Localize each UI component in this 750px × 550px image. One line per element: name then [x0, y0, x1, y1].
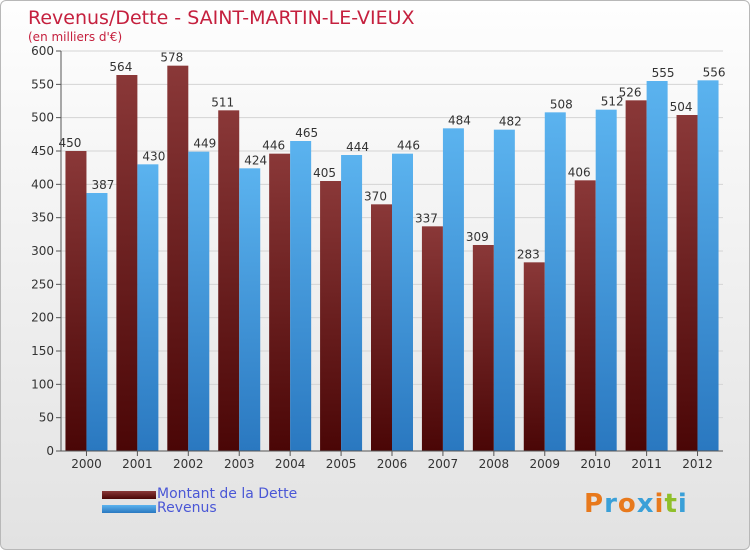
y-tick-label: 250 [31, 277, 54, 291]
y-tick-label: 450 [31, 144, 54, 158]
legend-label-revenus: Revenus [157, 500, 217, 516]
legend-swatch-revenus [102, 505, 156, 513]
data-label: 283 [517, 247, 540, 261]
data-label: 482 [499, 115, 522, 129]
bar-revenus [86, 193, 108, 451]
data-label: 444 [346, 140, 369, 154]
data-label: 337 [415, 211, 438, 225]
x-tick-label: 2010 [580, 457, 611, 471]
data-label: 387 [92, 178, 115, 192]
data-label: 446 [262, 139, 285, 153]
data-label: 556 [703, 65, 726, 79]
bar-revenus [493, 129, 515, 451]
bar-revenus [341, 155, 363, 451]
x-tick-label: 2011 [631, 457, 662, 471]
bar-dette [116, 75, 138, 451]
bar-dette [167, 65, 189, 452]
bar-revenus [137, 164, 159, 452]
data-label: 578 [160, 51, 183, 65]
bar-dette [574, 180, 596, 452]
legend-swatch-dette [102, 491, 156, 499]
bar-revenus [290, 141, 312, 451]
data-label: 405 [313, 166, 336, 180]
y-tick-label: 300 [31, 244, 54, 258]
chart-subtitle: (en milliers d'€) [28, 30, 123, 44]
bar-dette [320, 181, 342, 451]
x-tick-label: 2005 [326, 457, 357, 471]
bar-revenus [188, 151, 210, 451]
x-tick-label: 2012 [682, 457, 713, 471]
bar-dette [371, 204, 392, 451]
x-tick-label: 2007 [428, 457, 459, 471]
data-label: 526 [619, 85, 642, 99]
bar-dette [65, 151, 87, 451]
bar-dette [625, 100, 647, 451]
data-label: 484 [448, 113, 471, 127]
x-tick-label: 2001 [122, 457, 153, 471]
data-label: 504 [670, 100, 693, 114]
bar-revenus [646, 81, 668, 451]
x-tick-label: 2008 [479, 457, 510, 471]
data-label: 430 [142, 149, 165, 163]
bar-revenus [239, 168, 261, 452]
bar-revenus [544, 112, 566, 451]
bar-revenus [442, 128, 464, 451]
data-label: 512 [601, 95, 624, 109]
y-tick-label: 200 [31, 311, 54, 325]
proxiti-logo: Proxiti [584, 489, 688, 519]
data-label: 450 [59, 136, 82, 150]
bar-dette [421, 226, 443, 451]
bar-dette [676, 115, 698, 451]
y-tick-label: 550 [31, 77, 54, 91]
y-tick-label: 350 [31, 211, 54, 225]
bar-revenus [697, 80, 719, 451]
x-tick-label: 2009 [529, 457, 560, 471]
data-label: 424 [244, 153, 267, 167]
y-tick-label: 100 [31, 377, 54, 391]
y-tick-label: 150 [31, 344, 54, 358]
data-label: 449 [193, 137, 216, 151]
data-label: 309 [466, 230, 489, 244]
data-label: 508 [550, 97, 573, 111]
bar-revenus [392, 153, 413, 451]
x-tick-label: 2003 [224, 457, 255, 471]
bar-revenus [595, 109, 617, 452]
x-tick-label: 2006 [377, 457, 408, 471]
data-label: 406 [568, 165, 591, 179]
data-label: 465 [295, 126, 318, 140]
x-tick-label: 2004 [275, 457, 306, 471]
y-tick-label: 0 [46, 444, 54, 458]
data-label: 564 [109, 60, 132, 74]
data-label: 555 [652, 66, 675, 80]
data-label: 511 [211, 95, 234, 109]
data-label: 370 [364, 189, 387, 203]
x-tick-label: 2000 [71, 457, 102, 471]
y-tick-label: 400 [31, 177, 54, 191]
bar-dette [269, 153, 291, 451]
bar-dette [218, 110, 240, 451]
data-label: 446 [397, 139, 420, 153]
y-tick-label: 50 [39, 411, 54, 425]
y-tick-label: 600 [31, 44, 54, 58]
chart-title: Revenus/Dette - SAINT-MARTIN-LE-VIEUX [28, 7, 415, 29]
bar-dette [472, 245, 494, 451]
x-tick-label: 2002 [173, 457, 204, 471]
legend-label-dette: Montant de la Dette [157, 486, 298, 502]
bar-dette [523, 262, 545, 451]
y-tick-label: 500 [31, 111, 54, 125]
